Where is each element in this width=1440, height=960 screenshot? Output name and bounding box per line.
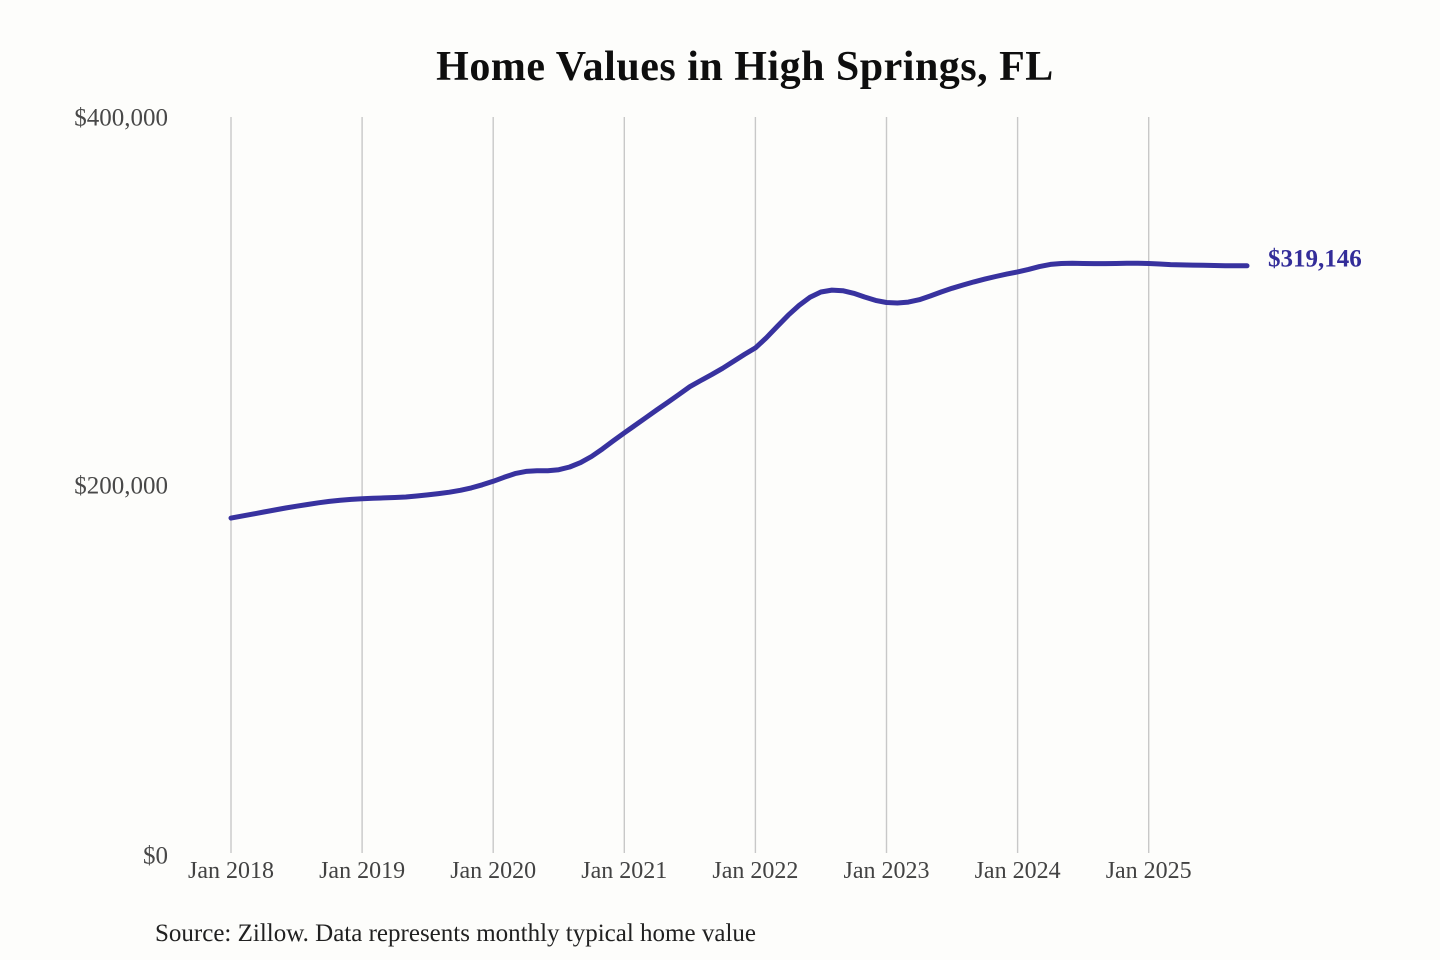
x-tick-label: Jan 2023 (844, 858, 930, 884)
y-tick-label: $200,000 (74, 473, 168, 500)
chart-title: Home Values in High Springs, FL (436, 44, 1054, 90)
x-tick-label: Jan 2025 (1106, 858, 1192, 884)
x-tick-label: Jan 2018 (188, 858, 274, 884)
gridlines-group (230, 117, 1150, 853)
x-axis-labels-group: Jan 2018 Jan 2019 Jan 2020 Jan 2021 Jan 2022… (188, 858, 1192, 884)
y-tick-label: $0 (143, 843, 168, 870)
x-tick-label: Jan 2019 (319, 858, 405, 884)
y-axis-labels-group: $0 $200,000 $400,000 (74, 105, 168, 870)
source-note: Source: Zillow. Data represents monthly … (155, 920, 756, 947)
x-tick-label: Jan 2024 (975, 858, 1061, 884)
x-tick-label: Jan 2021 (581, 858, 667, 884)
x-tick-label: Jan 2022 (712, 858, 798, 884)
y-tick-label: $400,000 (74, 105, 168, 132)
home-value-line (228, 260, 1250, 521)
x-tick-label: Jan 2020 (450, 858, 536, 884)
end-value-label: $319,146 (1268, 245, 1362, 272)
